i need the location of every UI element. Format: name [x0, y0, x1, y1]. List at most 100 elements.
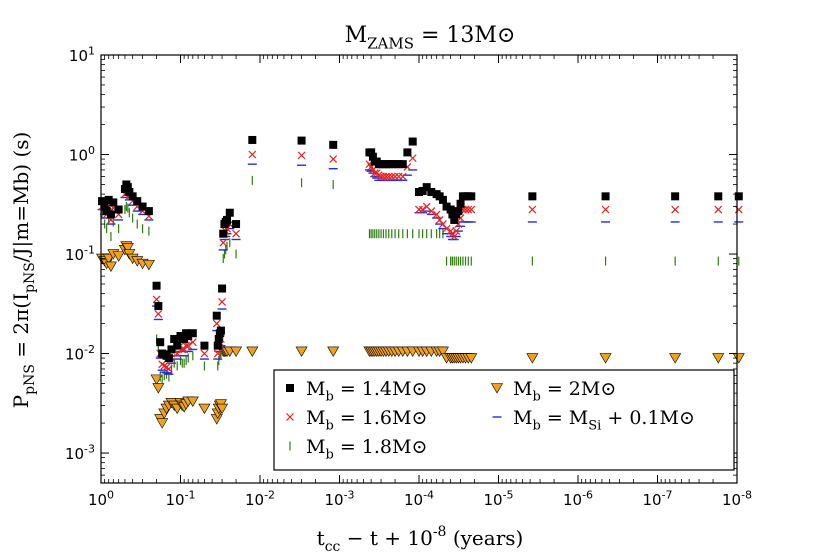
- x-tick-label: 10-6​: [563, 488, 593, 509]
- x-axis-ticks: 100​ 10-1​ 10-2​ 10-3​ 10-4​ 10-5​ 10-6​ 10-7​ 1…: [88, 55, 752, 509]
- data-point: [106, 210, 115, 219]
- data-point: [403, 148, 412, 157]
- data-point: [327, 346, 340, 358]
- data-point: [370, 169, 379, 178]
- y-axis-label: PpNS​ = 2π(IpNS​/J|m=Mb) (s): [9, 132, 38, 409]
- x-tick-label: 100​: [88, 488, 114, 509]
- legend-label: Mb​ = 1.6M⊙: [306, 407, 427, 434]
- legend-box: [273, 369, 735, 471]
- y-axis-ticks: 10-3​ 10-2​ 10-1​ 100​ 101​: [65, 44, 737, 476]
- data-point: [526, 353, 539, 364]
- data-point: [427, 188, 436, 197]
- data-point: [418, 205, 427, 214]
- data-point: [213, 341, 222, 350]
- data-point: [104, 195, 113, 204]
- data-point: [464, 205, 473, 214]
- data-point: [128, 192, 137, 201]
- data-point: [454, 207, 463, 216]
- data-point: [121, 243, 134, 254]
- data-point: [297, 151, 306, 160]
- data-point: [184, 332, 193, 341]
- data-point: [528, 192, 537, 201]
- data-point: [142, 259, 155, 271]
- data-point: [152, 295, 161, 304]
- data-point: [218, 284, 227, 293]
- data-point: [714, 192, 723, 201]
- x-tick-label: 10-4​: [404, 488, 434, 509]
- data-point: [712, 353, 725, 364]
- data-point: [200, 341, 209, 350]
- data-point: [180, 334, 189, 343]
- data-point: [133, 197, 142, 206]
- data-point: [213, 349, 222, 358]
- data-point: [601, 192, 610, 201]
- data-point: [248, 150, 257, 159]
- plot-area: [96, 135, 745, 429]
- x-tick-label: 10-3​: [324, 488, 354, 509]
- legend-label: Mb​ = MSi​ + 0.1M⊙: [513, 407, 695, 434]
- data-point: [427, 207, 436, 216]
- data-point: [408, 137, 417, 146]
- legend-marker: [286, 384, 294, 392]
- data-point: [144, 207, 153, 216]
- data-point: [219, 229, 228, 238]
- data-point: [599, 353, 612, 364]
- data-point: [297, 136, 306, 145]
- data-point: [232, 229, 240, 238]
- data-point: [467, 205, 476, 214]
- data-point: [422, 183, 431, 192]
- data-point: [436, 346, 449, 358]
- y-tick-label: 100​: [69, 144, 95, 165]
- data-point: [102, 207, 111, 216]
- data-point: [212, 311, 221, 320]
- data-point: [391, 172, 399, 181]
- data-point: [528, 205, 537, 214]
- data-point: [214, 334, 223, 343]
- data-point: [734, 205, 743, 214]
- data-point: [418, 186, 427, 195]
- data-point: [382, 172, 390, 181]
- data-point: [387, 172, 396, 181]
- data-point: [216, 326, 225, 335]
- data-point: [156, 418, 169, 429]
- data-point: [450, 215, 459, 224]
- legend-label: Mb​ = 1.8M⊙: [306, 436, 427, 463]
- data-point: [714, 205, 723, 214]
- data-point: [438, 195, 447, 204]
- data-point: [232, 220, 241, 229]
- data-point: [123, 183, 132, 192]
- data-point: [212, 319, 221, 328]
- data-point: [671, 205, 680, 214]
- data-point: [669, 353, 682, 364]
- legend-label: Mb​ = 2M⊙: [513, 378, 616, 405]
- data-point: [186, 396, 199, 408]
- data-point: [329, 155, 338, 163]
- series-3: [96, 241, 745, 429]
- data-point: [160, 362, 169, 370]
- data-point: [439, 220, 447, 228]
- data-point: [167, 345, 176, 354]
- data-point: [170, 334, 179, 343]
- chart-title: MZAMS​ = 13M⊙: [345, 23, 516, 53]
- data-point: [601, 205, 610, 214]
- data-point: [368, 152, 377, 161]
- data-point: [230, 346, 243, 358]
- data-point: [415, 205, 423, 214]
- data-point: [329, 140, 338, 149]
- data-point: [223, 215, 232, 224]
- y-tick-label: 101​: [69, 44, 95, 65]
- data-point: [173, 341, 182, 350]
- data-point: [216, 403, 229, 415]
- data-point: [138, 202, 147, 211]
- data-point: [442, 202, 451, 211]
- data-point: [164, 354, 173, 363]
- data-point: [188, 329, 197, 338]
- data-point: [112, 251, 125, 262]
- data-point: [182, 341, 191, 350]
- data-point: [671, 192, 680, 201]
- legend: Mb​ = 1.4M⊙ Mb​ = 2M⊙ Mb​ = 1.6M⊙ Mb​ = MSi…: [273, 369, 735, 471]
- data-point: [125, 188, 134, 197]
- data-point: [200, 349, 209, 358]
- data-point: [465, 353, 478, 364]
